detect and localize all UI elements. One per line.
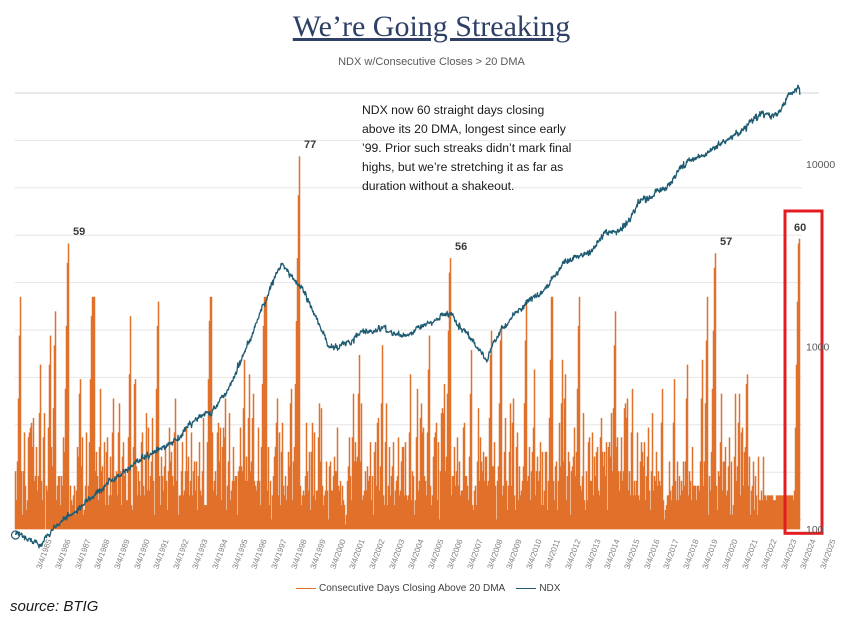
svg-text:1000: 1000 <box>806 342 830 354</box>
svg-text:100: 100 <box>806 524 824 536</box>
svg-text:10000: 10000 <box>806 159 835 171</box>
